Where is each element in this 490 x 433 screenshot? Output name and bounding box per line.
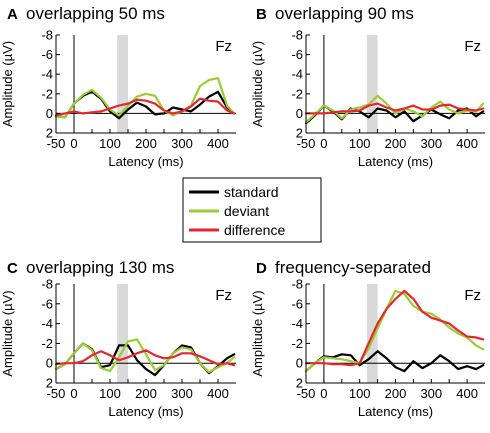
y-tick-label: -8	[291, 277, 303, 292]
x-tick-label: 100	[99, 386, 121, 401]
y-tick-label: 2	[46, 376, 53, 391]
x-tick-label: 300	[171, 386, 193, 401]
panel-title: overlapping 50 ms	[26, 4, 165, 23]
legend-label-standard: standard	[224, 184, 278, 200]
x-tick-label: 400	[207, 136, 229, 151]
panel-letter: B	[256, 6, 267, 23]
y-axis-label: Amplitude (µV)	[250, 290, 265, 376]
y-tick-label: -2	[291, 336, 303, 351]
series-line-deviant	[54, 76, 236, 119]
x-tick-label: -50	[47, 136, 66, 151]
series-line-difference	[304, 289, 485, 367]
x-axis-label: Latency (ms)	[358, 154, 433, 169]
y-tick-label: -4	[41, 316, 53, 331]
y-tick-label: 0	[46, 356, 53, 371]
x-tick-label: 200	[385, 386, 407, 401]
x-tick-label: 300	[420, 136, 442, 151]
y-tick-label: -6	[41, 296, 53, 311]
panel-letter: C	[7, 260, 18, 277]
series-line-standard	[304, 350, 485, 373]
x-tick-label: 200	[385, 136, 407, 151]
y-tick-label: -2	[41, 336, 53, 351]
y-tick-label: -6	[291, 296, 303, 311]
series-line-deviant	[304, 289, 485, 373]
y-tick-label: -8	[291, 28, 303, 43]
y-tick-label: 2	[46, 126, 53, 141]
y-tick-label: -6	[41, 47, 53, 62]
x-tick-label: 0	[70, 136, 77, 151]
x-tick-label: -50	[47, 386, 66, 401]
series-line-difference	[54, 349, 236, 367]
x-axis-label: Latency (ms)	[108, 404, 183, 419]
legend-label-deviant: deviant	[224, 203, 269, 219]
x-tick-label: 100	[99, 136, 121, 151]
x-tick-label: 300	[420, 386, 442, 401]
x-tick-label: 100	[349, 136, 371, 151]
x-tick-label: 0	[70, 386, 77, 401]
y-tick-label: -2	[291, 86, 303, 101]
x-tick-label: 200	[135, 136, 157, 151]
channel-label: Fz	[215, 38, 232, 55]
x-tick-label: 200	[135, 386, 157, 401]
y-tick-label: -8	[41, 277, 53, 292]
y-tick-label: 2	[296, 126, 303, 141]
x-tick-label: -50	[297, 386, 316, 401]
panel-letter: A	[7, 6, 18, 23]
y-tick-label: 0	[46, 106, 53, 121]
y-tick-label: 0	[296, 356, 303, 371]
x-tick-label: 400	[456, 386, 478, 401]
y-tick-label: 2	[296, 376, 303, 391]
x-tick-label: 100	[349, 386, 371, 401]
x-tick-label: 0	[320, 386, 327, 401]
shaded-window	[366, 35, 378, 133]
y-axis-label: Amplitude (µV)	[250, 41, 265, 127]
x-tick-label: 400	[456, 136, 478, 151]
series-line-deviant	[54, 338, 236, 374]
legend: standard deviant difference	[182, 177, 322, 243]
y-tick-label: 0	[296, 106, 303, 121]
channel-label: Fz	[464, 287, 481, 304]
panel-title: overlapping 130 ms	[26, 258, 174, 277]
x-tick-label: 300	[171, 136, 193, 151]
series-line-difference	[54, 97, 236, 117]
x-axis-label: Latency (ms)	[358, 404, 433, 419]
x-tick-label: 400	[207, 386, 229, 401]
shaded-window	[117, 35, 128, 133]
x-tick-label: -50	[297, 136, 316, 151]
panel-title: overlapping 90 ms	[275, 4, 414, 23]
channel-label: Fz	[215, 287, 232, 304]
y-tick-label: -6	[291, 47, 303, 62]
x-tick-label: 0	[320, 136, 327, 151]
y-tick-label: -4	[41, 67, 53, 82]
x-axis-label: Latency (ms)	[108, 154, 183, 169]
shaded-window	[117, 284, 128, 383]
y-tick-label: -2	[41, 86, 53, 101]
y-tick-label: -4	[291, 67, 303, 82]
panel-letter: D	[256, 260, 267, 277]
y-tick-label: -4	[291, 316, 303, 331]
channel-label: Fz	[464, 38, 481, 55]
legend-label-difference: difference	[224, 222, 285, 238]
series-line-difference	[304, 102, 485, 115]
y-axis-label: Amplitude (µV)	[0, 290, 15, 376]
y-tick-label: -8	[41, 28, 53, 43]
panel-title: frequency-separated	[275, 258, 431, 277]
y-axis-label: Amplitude (µV)	[0, 41, 15, 127]
